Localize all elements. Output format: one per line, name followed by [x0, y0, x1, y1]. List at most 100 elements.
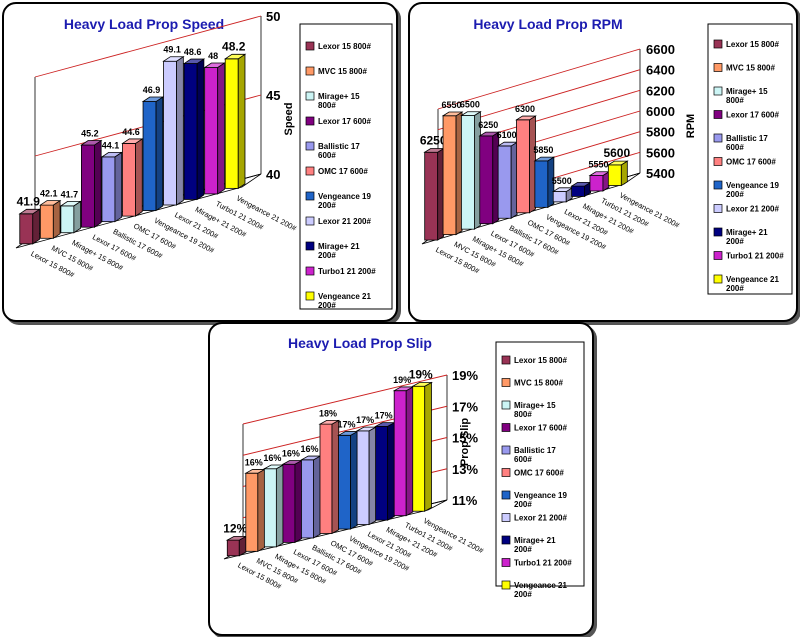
data-label: 6250	[478, 120, 498, 130]
bar-top	[182, 58, 206, 64]
legend-swatch	[713, 227, 723, 237]
legend-label: Mirage+ 15 800#	[514, 401, 556, 419]
data-label: 16%	[245, 457, 263, 467]
legend-label-line: 200#	[514, 590, 532, 599]
slip-chart: Heavy Load Prop Slip 11% 13% 15% 17% 19% Prop …	[223, 335, 585, 599]
bar	[338, 434, 351, 530]
legend-label-line: Vengeance 19	[514, 491, 567, 500]
data-label: 19%	[409, 367, 433, 381]
y-axis-title: Speed	[283, 102, 295, 135]
bar	[412, 385, 426, 512]
y-tick-label: 45	[266, 88, 280, 103]
bar-top	[203, 62, 226, 68]
legend-label: Lexor 17 600#	[514, 424, 567, 433]
legend-label-line: Vengeance 19	[726, 181, 779, 190]
bar	[245, 472, 259, 552]
legend-label: Mirage+ 21 200#	[318, 242, 360, 260]
legend-label-line: Mirage+ 21	[318, 242, 360, 251]
bar-side	[620, 160, 628, 187]
bar	[424, 151, 439, 241]
bar-top	[441, 111, 464, 117]
bar	[301, 459, 314, 539]
legend-swatch	[305, 141, 315, 151]
bar-side	[368, 426, 377, 526]
legend-swatch	[501, 468, 511, 477]
legend-label-line: Mirage+ 21	[514, 536, 556, 545]
data-label: 48.6	[184, 47, 202, 57]
legend-swatch	[305, 91, 315, 101]
legend-label: Turbo1 21 200#	[318, 267, 376, 276]
legend-swatch	[713, 39, 723, 49]
legend-label: MVC 15 800#	[726, 64, 775, 73]
slip-chart-panel: Heavy Load Prop Slip 11% 13% 15% 17% 19% Prop …	[208, 322, 594, 636]
data-label: 5600	[603, 146, 630, 160]
legend-label-line: 800#	[514, 410, 532, 419]
legend-swatch	[501, 445, 511, 455]
legend-label: Mirage+ 15 800#	[318, 92, 360, 110]
legend-label-line: 200#	[726, 284, 744, 293]
data-label: 41.7	[61, 189, 79, 199]
bar-side	[313, 455, 321, 539]
bar-side	[350, 430, 358, 530]
data-label: 16%	[300, 444, 318, 454]
data-label: 41.9	[17, 194, 41, 208]
legend-label-line: 600#	[514, 455, 532, 464]
bar	[282, 463, 296, 543]
legend-swatch	[713, 274, 723, 284]
legend-label: OMC 17 600#	[514, 469, 564, 478]
bar	[497, 145, 512, 219]
bar	[101, 156, 116, 223]
legend-label-line: 200#	[318, 201, 336, 210]
bar	[163, 60, 177, 206]
y-tick-label: 6600	[646, 42, 675, 57]
y-tick-label: 15%	[452, 431, 478, 446]
data-label: 6250	[420, 133, 447, 147]
legend-label: Lexor 21 200#	[514, 514, 567, 523]
bar-top	[141, 96, 165, 102]
legend-swatch	[501, 535, 511, 545]
legend-label: Turbo1 21 200#	[514, 559, 572, 568]
bar	[375, 425, 389, 521]
data-label: 45.2	[81, 129, 99, 139]
legend-swatch	[713, 86, 723, 96]
bar	[224, 58, 239, 189]
data-label: 49.1	[163, 45, 181, 55]
bar	[534, 160, 549, 208]
legend-swatch	[305, 241, 315, 251]
gridline	[437, 48, 641, 110]
legend-label-line: 200#	[318, 251, 336, 260]
bar	[19, 213, 34, 245]
legend-swatch	[305, 266, 315, 276]
legend-label: Lexor 17 600#	[318, 117, 371, 126]
legend-label-line: Vengeance 21	[514, 581, 567, 590]
data-label: 5850	[533, 145, 553, 155]
bar	[552, 191, 567, 203]
bar	[461, 115, 475, 230]
bar	[204, 67, 219, 195]
bar-side	[73, 200, 82, 234]
legend-label: Mirage+ 21 200#	[726, 228, 768, 246]
data-label: 44.1	[102, 140, 120, 150]
bar-top	[533, 156, 556, 162]
legend-label: MVC 15 800#	[318, 67, 367, 76]
bar-side	[217, 62, 225, 195]
legend-label: Turbo1 21 200#	[726, 252, 784, 261]
data-label: 16%	[282, 449, 300, 459]
bar	[607, 164, 622, 186]
legend-label-line: 200#	[514, 500, 532, 509]
legend-label: OMC 17 600#	[318, 167, 368, 176]
y-tick-label: 50	[266, 9, 280, 24]
bar	[142, 101, 157, 211]
chart-title: Heavy Load Prop Speed	[64, 16, 224, 32]
legend-swatch	[713, 180, 723, 190]
legend-label: Vengeance 19 200#	[726, 181, 779, 199]
legend-swatch	[501, 580, 511, 590]
legend-label: Mirage+ 15 800#	[726, 87, 768, 105]
legend-label-line: 800#	[726, 96, 744, 105]
rpm-chart-panel: Heavy Load Prop RPM 5400 5600 5800 6000 6200 6…	[408, 2, 798, 322]
bar	[183, 63, 198, 200]
legend-label: Lexor 15 800#	[514, 356, 567, 365]
bar	[226, 539, 240, 557]
bar	[442, 115, 457, 236]
legend-swatch	[713, 63, 723, 72]
